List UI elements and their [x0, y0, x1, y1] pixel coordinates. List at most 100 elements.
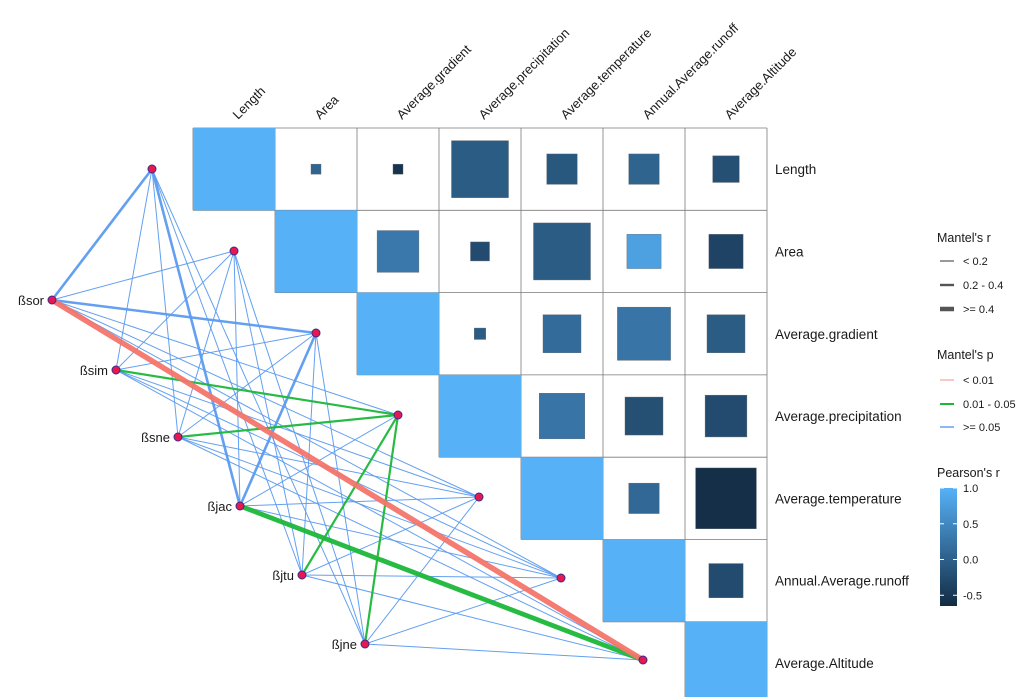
link--jtu-average-altitude: [301, 574, 644, 661]
cell-average-gradient-average-precipitation: [474, 327, 486, 340]
column-label-average-temperature: Average.temperature: [558, 25, 655, 122]
beta-node-label: ßsne: [141, 430, 170, 445]
beta-node-label: ßjne: [332, 637, 357, 652]
cell-average-precipitation-average-temperature: [539, 393, 586, 440]
link--jac-average-gradient: [238, 331, 318, 508]
target-node-average-precipitation: [393, 410, 403, 420]
link--jne-average-precipitation: [363, 413, 400, 646]
colorbar-tick-label: 0.5: [963, 519, 978, 531]
beta-node-label: ßjac: [207, 499, 232, 514]
link--sor-average-temperature: [51, 299, 480, 498]
cell-average-temperature-annual-average-runoff: [628, 482, 660, 514]
cell-average-gradient-diagonal: [357, 292, 439, 375]
legend-title-mantel-r: Mantel's r: [937, 231, 991, 245]
cell-average-precipitation-annual-average-runoff: [624, 396, 664, 436]
legend-mantel-p-label: < 0.01: [963, 375, 994, 387]
column-label-average-precipitation: Average.precipitation: [476, 25, 573, 122]
target-node-length: [147, 164, 157, 174]
link--sne-average-precipitation: [176, 413, 400, 439]
cell-average-gradient-average-temperature: [542, 314, 582, 353]
cell-length-average-precipitation: [451, 140, 509, 198]
link--sor-average-gradient: [50, 298, 318, 335]
column-label-length: Length: [230, 83, 269, 122]
cell-area-average-precipitation: [470, 241, 490, 262]
link--jac-length: [150, 167, 242, 508]
cell-area-average-gradient: [376, 230, 420, 273]
mantel-links: [49, 167, 646, 663]
row-label-average-precipitation: Average.precipitation: [775, 409, 902, 424]
link--jne-average-gradient: [315, 332, 366, 645]
link--sor-length: [50, 167, 154, 302]
cell-average-temperature-diagonal: [521, 457, 603, 540]
link--jne-annual-average-runoff: [364, 577, 562, 645]
legend-title-mantel-p: Mantel's p: [937, 348, 994, 362]
beta-node--sim: [111, 365, 121, 375]
legend-mantel-r-label: < 0.2: [963, 256, 988, 268]
legend-mantel-r-label: 0.2 - 0.4: [963, 280, 1003, 292]
link--jac-average-temperature: [239, 496, 480, 507]
colorbar-tick-label: -0.5: [963, 590, 982, 602]
target-node-average-gradient: [311, 328, 321, 338]
cell-length-average-gradient: [392, 163, 404, 175]
colorbar-tick-label: 0.0: [963, 555, 978, 567]
pearson-colorbar: [940, 488, 957, 606]
link--jne-area: [233, 250, 366, 645]
cell-average-temperature-average-altitude: [695, 467, 757, 529]
link--jtu-annual-average-runoff: [301, 574, 562, 579]
cell-average-gradient-annual-average-runoff: [617, 306, 671, 361]
beta-node--sne: [173, 432, 183, 442]
cell-length-average-temperature: [546, 153, 578, 185]
mantel-nodes: ßsor ßsim ßsne ßjac ßjtu ßjne: [18, 164, 648, 665]
beta-node--jtu: [297, 570, 307, 580]
target-node-average-altitude: [638, 655, 648, 665]
legend-mantel-p-label: >= 0.05: [963, 422, 1000, 434]
link--sne-annual-average-runoff: [177, 436, 562, 579]
link--jtu-length: [151, 168, 303, 576]
target-node-area: [229, 246, 239, 256]
link--sim-average-precipitation: [114, 368, 400, 417]
legend: Mantel's r < 0.2 0.2 - 0.4 >= 0.4 Mantel's p…: [937, 231, 1016, 606]
link--sne-length: [151, 168, 179, 438]
legend-mantel-p-label: 0.01 - 0.05: [963, 399, 1016, 411]
cell-area-average-temperature: [533, 222, 591, 281]
row-label-annual-average-runoff: Annual.Average.runoff: [775, 574, 909, 589]
beta-node-label: ßsim: [80, 363, 108, 378]
column-label-area: Area: [312, 92, 343, 123]
link--sim-average-temperature: [115, 369, 480, 498]
row-label-average-temperature: Average.temperature: [775, 491, 902, 506]
correlation-matrix-cells: [193, 128, 767, 697]
link--sne-average-altitude: [177, 436, 644, 661]
cell-length-area: [310, 163, 322, 175]
link--jac-average-altitude: [237, 503, 646, 663]
cell-length-annual-average-runoff: [628, 153, 660, 185]
row-label-average-gradient: Average.gradient: [775, 327, 878, 342]
cell-area-diagonal: [275, 210, 357, 293]
cell-average-precipitation-diagonal: [439, 374, 521, 458]
beta-node-label: ßjtu: [272, 568, 294, 583]
link--sne-area: [177, 250, 235, 438]
row-label-area: Area: [775, 244, 804, 259]
link--sor-annual-average-runoff: [51, 299, 562, 579]
link--jac-area: [233, 250, 241, 507]
target-node-annual-average-runoff: [556, 573, 566, 583]
link--sim-average-altitude: [115, 369, 644, 661]
beta-node--jac: [235, 501, 245, 511]
cell-average-altitude-diagonal: [685, 621, 767, 697]
link--jac-annual-average-runoff: [239, 505, 562, 579]
link--jtu-average-temperature: [301, 496, 480, 576]
column-label-average-gradient: Average.gradient: [394, 41, 475, 122]
cell-length-average-altitude: [712, 155, 740, 183]
beta-node--jne: [360, 639, 370, 649]
link--sor-average-precipitation: [51, 299, 399, 416]
cell-length-diagonal: [193, 128, 275, 211]
cell-average-precipitation-average-altitude: [704, 394, 748, 438]
link--sne-average-gradient: [177, 332, 317, 438]
link--jne-average-altitude: [364, 643, 644, 661]
link--jtu-area: [233, 250, 303, 576]
link--sor-average-altitude: [49, 297, 646, 663]
target-node-average-temperature: [474, 492, 484, 502]
row-label-average-altitude: Average.Altitude: [775, 656, 874, 671]
beta-node-label: ßsor: [18, 293, 45, 308]
link--sor-area: [51, 250, 235, 301]
